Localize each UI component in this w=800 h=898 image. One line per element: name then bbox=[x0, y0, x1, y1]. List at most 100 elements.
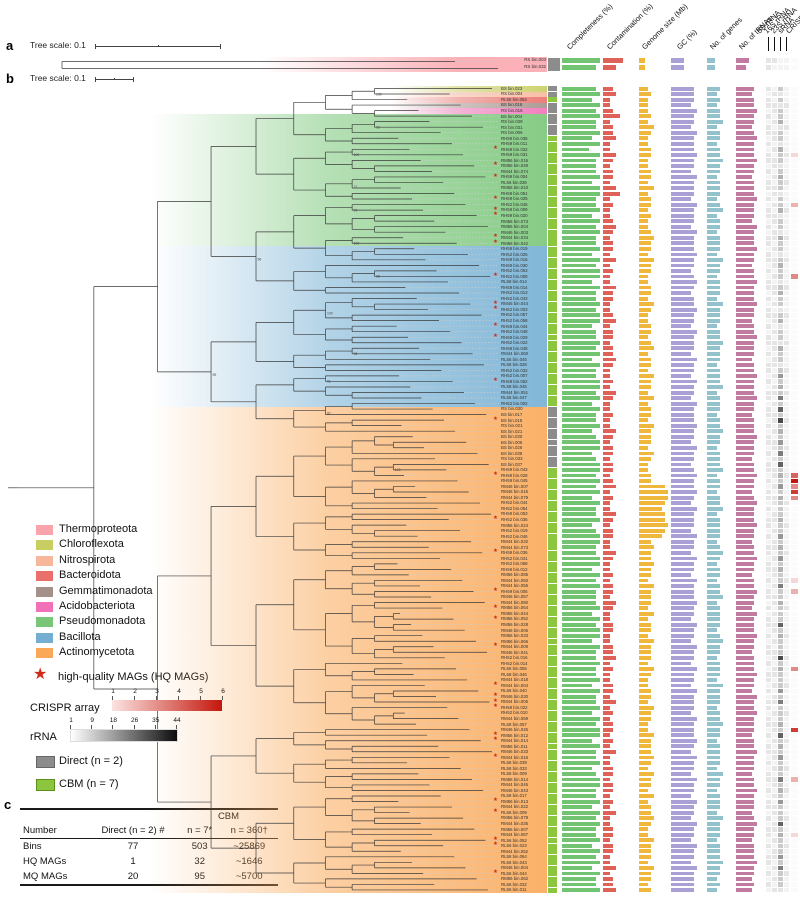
completeness-bar bbox=[562, 871, 600, 876]
genome-bar bbox=[639, 633, 648, 638]
crispr-tick-label: 2 bbox=[133, 688, 137, 695]
method-cell bbox=[548, 826, 557, 832]
r23s-cell bbox=[778, 887, 783, 893]
r23s-cell bbox=[778, 412, 783, 418]
tip-label: RM44 bin.009 bbox=[501, 644, 529, 650]
genes-bar bbox=[707, 114, 720, 119]
method-cell bbox=[548, 627, 557, 633]
gc-bar bbox=[671, 783, 695, 787]
completeness-bar bbox=[562, 810, 600, 815]
srna-cell bbox=[784, 595, 789, 600]
crispr-cell bbox=[791, 843, 798, 849]
trna-bar bbox=[736, 600, 755, 605]
r23s-cell bbox=[778, 467, 783, 473]
completeness-bar bbox=[562, 429, 593, 434]
r16s-cell bbox=[772, 357, 777, 362]
r16s-cell bbox=[772, 755, 777, 760]
tip-label: RM44 bin.052 bbox=[501, 848, 529, 854]
crispr-cell bbox=[791, 633, 798, 639]
srna-cell bbox=[784, 407, 789, 412]
panel-b-scale-bar-tick bbox=[133, 77, 134, 82]
completeness-bar bbox=[562, 678, 600, 682]
crispr-cell bbox=[791, 501, 798, 506]
genome-bar bbox=[639, 175, 651, 179]
trna-bar bbox=[736, 799, 755, 804]
genome-bar bbox=[639, 501, 666, 506]
r16s-cell bbox=[772, 362, 777, 368]
gc-bar bbox=[671, 788, 695, 793]
contamination-bar bbox=[603, 153, 617, 157]
trna-bar bbox=[736, 235, 755, 240]
trna-bar bbox=[736, 512, 755, 517]
srna-cell bbox=[784, 777, 789, 782]
trna-bar bbox=[736, 440, 755, 445]
genes-bar bbox=[707, 722, 723, 727]
genes-bar bbox=[707, 589, 720, 594]
crispr-cell bbox=[791, 401, 798, 406]
gc-bar bbox=[671, 363, 695, 367]
genome-bar bbox=[639, 103, 648, 108]
rrna-tick bbox=[133, 725, 135, 729]
r5s-cell bbox=[766, 838, 771, 843]
method-cell bbox=[548, 882, 557, 888]
tip-label: RH59 bin.004 bbox=[501, 174, 528, 180]
gc-bar bbox=[671, 871, 695, 876]
r5s-cell bbox=[766, 545, 771, 550]
gc-bar bbox=[671, 136, 695, 141]
srna-cell bbox=[784, 208, 789, 213]
genome-bar bbox=[639, 683, 648, 688]
r5s-cell bbox=[766, 556, 771, 561]
r5s-cell bbox=[766, 849, 771, 854]
panel-a-r23s-cell bbox=[778, 65, 783, 71]
srna-cell bbox=[784, 816, 789, 821]
phylum-label-actinomycetota: Actinomycetota bbox=[59, 646, 135, 659]
method-cell bbox=[548, 274, 557, 280]
tip-label: RH52 bin.044 bbox=[501, 500, 528, 506]
genome-bar bbox=[639, 374, 654, 378]
r16s-cell bbox=[772, 887, 777, 893]
r23s-cell bbox=[778, 169, 783, 174]
r23s-cell bbox=[778, 224, 783, 230]
tip-label: RH52 bin.008 bbox=[501, 273, 528, 279]
genes-bar bbox=[707, 263, 720, 268]
trna-bar bbox=[736, 683, 755, 688]
genes-bar bbox=[707, 335, 720, 340]
phylum-band-actinomycetota bbox=[150, 406, 547, 893]
r16s-cell bbox=[772, 827, 777, 832]
completeness-bar bbox=[562, 849, 600, 854]
r16s-cell bbox=[772, 788, 777, 793]
r23s-cell bbox=[778, 268, 783, 274]
genome-bar bbox=[639, 562, 654, 566]
genome-bar bbox=[639, 611, 654, 616]
gc-bar bbox=[671, 153, 698, 157]
r16s-cell bbox=[772, 539, 777, 545]
tip-label: BS bin.026 bbox=[501, 445, 523, 451]
method-cell bbox=[548, 694, 557, 700]
gc-bar bbox=[671, 241, 695, 246]
method-cell bbox=[548, 124, 557, 130]
tip-label: RL56 bin.040 bbox=[501, 688, 527, 694]
genome-bar bbox=[639, 186, 654, 190]
tip-label: RL58 bin.014 bbox=[501, 279, 527, 285]
genes-bar bbox=[707, 749, 720, 754]
genome-bar bbox=[639, 860, 648, 865]
r16s-cell bbox=[772, 622, 777, 628]
r23s-cell bbox=[778, 583, 783, 589]
contamination-bar bbox=[603, 573, 613, 577]
r16s-cell bbox=[772, 246, 777, 252]
method-cell bbox=[548, 556, 557, 562]
srna-cell bbox=[784, 517, 789, 523]
crispr-cell bbox=[791, 307, 798, 313]
r16s-cell bbox=[772, 180, 777, 185]
header-tick-line bbox=[786, 37, 787, 51]
rrna-gradient-bar bbox=[70, 729, 178, 742]
completeness-bar bbox=[562, 827, 597, 832]
tip-label: RL56 bin.043 bbox=[501, 859, 527, 865]
crispr-cell bbox=[791, 838, 798, 843]
genes-bar bbox=[707, 711, 720, 716]
gc-bar bbox=[671, 108, 698, 113]
r5s-cell bbox=[766, 666, 771, 672]
completeness-bar bbox=[562, 363, 600, 367]
crispr-tick-label: 5 bbox=[199, 688, 203, 695]
crispr-cell bbox=[791, 517, 798, 523]
